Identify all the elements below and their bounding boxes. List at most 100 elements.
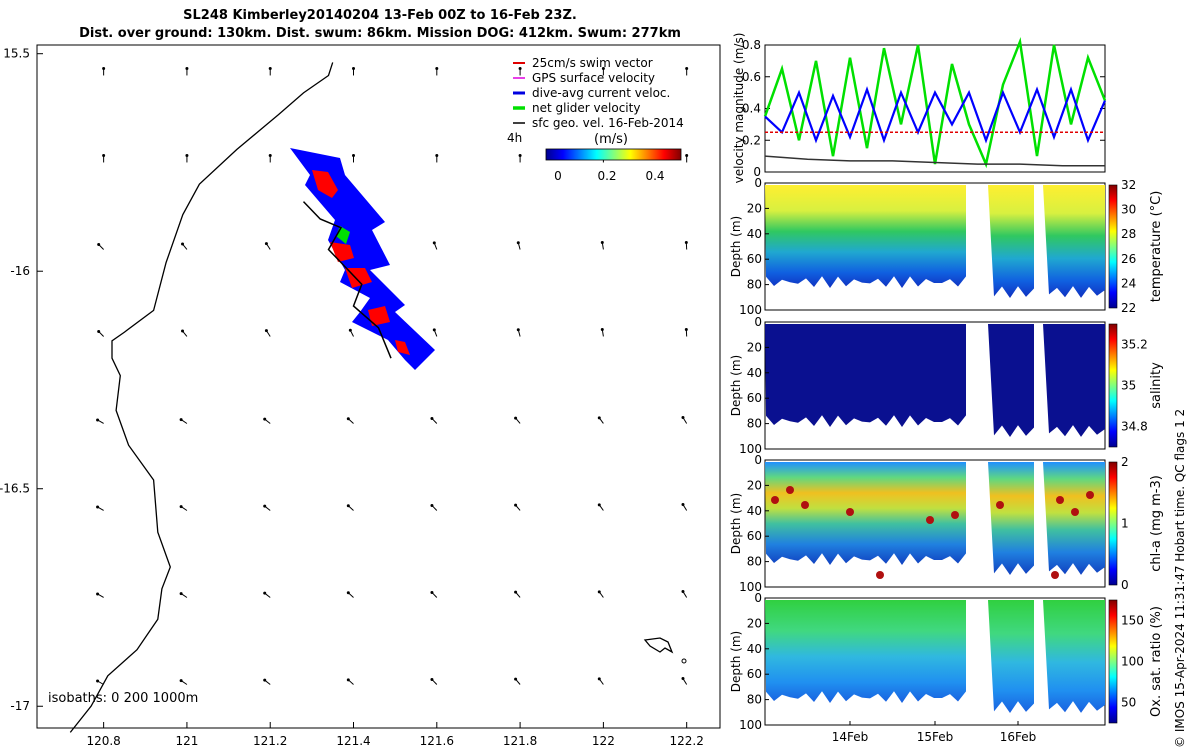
depth-tick-label: 80 — [747, 693, 762, 707]
current-vector — [518, 153, 522, 163]
section-data-block — [988, 600, 1034, 713]
vector-head — [97, 330, 101, 334]
x-tick-label: 121.8 — [503, 734, 537, 748]
vector-head — [179, 679, 183, 683]
y-tick-label: -17 — [10, 699, 30, 713]
x-tick-label: 122 — [592, 734, 615, 748]
colorbar-tick-label: 35.2 — [1121, 338, 1148, 352]
depth-tick-label: 20 — [747, 478, 762, 492]
vector-head — [597, 503, 601, 507]
depth-tick-label: 100 — [739, 442, 762, 456]
current-vector — [597, 677, 604, 685]
depth-axis-label: Depth (m) — [729, 631, 743, 692]
current-vector — [268, 153, 272, 163]
current-vector — [681, 590, 688, 598]
velocity-ylabel: velocity magnitude (m/s) — [732, 33, 746, 184]
vector-head — [102, 66, 106, 70]
current-vector — [516, 241, 521, 250]
section-colorbar — [1108, 599, 1118, 724]
colorbar-label: Ox. sat. ratio (%) — [1149, 606, 1164, 717]
depth-tick-label: 100 — [739, 718, 762, 732]
current-vector — [96, 592, 104, 598]
imos-footer-text: © IMOS 15-Apr-2024 11:31:47 Hobart time.… — [1173, 409, 1187, 748]
depth-tick-label: 60 — [747, 391, 762, 405]
vector-head — [681, 590, 685, 594]
colorbar-tick-label: 30 — [1121, 203, 1136, 217]
current-vector — [514, 503, 521, 511]
current-vector — [96, 505, 104, 511]
y-tick-label: 0.4 — [742, 102, 761, 116]
vector-head — [681, 677, 685, 681]
current-vector — [268, 66, 272, 76]
section-data-block — [1043, 185, 1105, 298]
legend-item-gps-velocity: GPS surface velocity — [513, 71, 655, 85]
y-tick-label: 0.6 — [742, 70, 761, 84]
current-vector — [514, 590, 521, 598]
vector-head — [96, 592, 100, 596]
high-chl-marker — [801, 501, 809, 509]
current-vector — [430, 416, 438, 424]
current-vector — [601, 66, 605, 76]
x-tick-label: 122.2 — [670, 734, 704, 748]
vector-head — [185, 66, 189, 70]
current-vector — [179, 592, 188, 598]
depth-tick-label: 100 — [739, 303, 762, 317]
current-vector — [685, 153, 689, 163]
vector-head — [263, 504, 267, 508]
colorbar-tick: 0.4 — [645, 169, 664, 183]
current-vector — [97, 243, 104, 250]
current-vector — [102, 153, 106, 163]
coastline — [69, 62, 334, 733]
current-vector — [352, 66, 356, 76]
vector-head — [268, 66, 272, 70]
high-chl-marker — [1071, 508, 1079, 516]
vector-head — [352, 153, 356, 157]
current-vector — [685, 66, 689, 76]
depth-tick-label: 80 — [747, 555, 762, 569]
vector-head — [516, 241, 520, 245]
velocity-series-line — [764, 86, 1107, 144]
glider-track-line — [302, 201, 392, 359]
current-vector — [181, 329, 188, 337]
current-vector — [181, 242, 188, 250]
current-vector-field — [96, 66, 689, 685]
depth-axis-label: Depth (m) — [729, 216, 743, 277]
section-data-block — [1043, 600, 1105, 713]
x-tick-label: 121 — [175, 734, 198, 748]
current-vector — [681, 677, 688, 685]
red-patch-5 — [395, 340, 410, 355]
time-tick-label: 14Feb — [832, 730, 869, 744]
current-vector — [346, 417, 354, 424]
section-colorbar — [1108, 461, 1118, 586]
velocity-series-line — [763, 37, 1107, 169]
section-data-block — [765, 600, 966, 703]
vector-head — [514, 503, 518, 507]
velocity-panel: 0 0.2 0.4 0.6 0.8 velocity magnitude (m/s) — [732, 33, 1107, 184]
current-vector — [348, 328, 354, 337]
current-vector — [263, 678, 271, 685]
current-vector — [263, 591, 271, 598]
colorbar-tick-label: 32 — [1121, 178, 1136, 192]
section-data-block — [1043, 462, 1105, 575]
vector-head — [681, 503, 685, 507]
vector-head — [597, 416, 601, 420]
current-vector — [435, 66, 439, 76]
vector-head — [518, 153, 522, 157]
x-tick-label: 121.6 — [420, 734, 454, 748]
high-chl-marker — [996, 501, 1004, 509]
y-tick-label: 0.2 — [742, 133, 761, 147]
depth-tick-label: 40 — [747, 504, 762, 518]
colorbar-tick-label: 2 — [1121, 455, 1129, 469]
vector-head — [600, 241, 604, 245]
legend-label: GPS surface velocity — [532, 71, 655, 85]
section-data-block — [765, 324, 966, 427]
depth-tick-label: 20 — [747, 340, 762, 354]
colorbar-tick-label: 22 — [1121, 301, 1136, 315]
vector-head — [685, 66, 689, 70]
x-tick-label: 121.2 — [253, 734, 287, 748]
legend-label: dive-avg current veloc. — [532, 86, 670, 100]
current-vector — [352, 153, 356, 163]
